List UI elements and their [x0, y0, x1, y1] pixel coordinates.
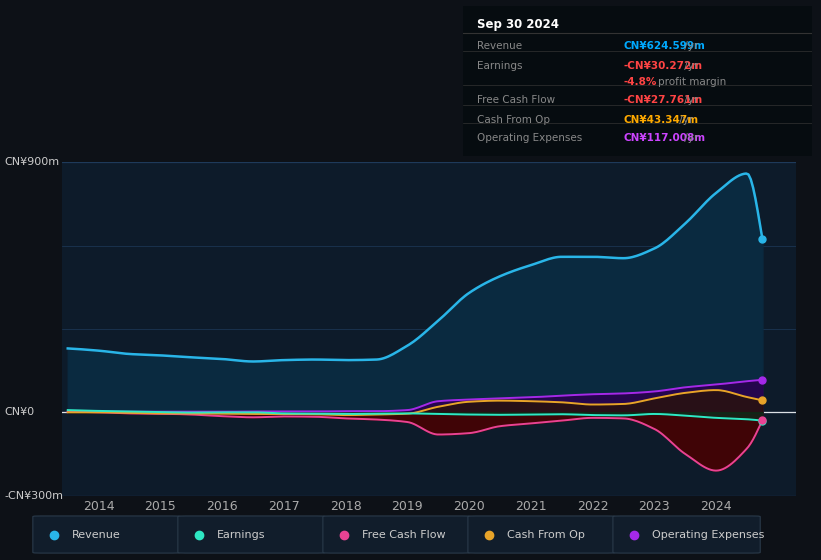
FancyBboxPatch shape: [468, 516, 615, 553]
Text: /yr: /yr: [681, 41, 699, 51]
FancyBboxPatch shape: [178, 516, 325, 553]
FancyBboxPatch shape: [33, 516, 180, 553]
Text: -CN¥300m: -CN¥300m: [4, 491, 63, 501]
Text: Earnings: Earnings: [477, 60, 522, 71]
Text: Revenue: Revenue: [477, 41, 522, 51]
Text: /yr: /yr: [676, 115, 693, 125]
Text: /yr: /yr: [681, 95, 699, 105]
Text: Cash From Op: Cash From Op: [507, 530, 585, 539]
Text: Free Cash Flow: Free Cash Flow: [477, 95, 555, 105]
Text: Cash From Op: Cash From Op: [477, 115, 550, 125]
Text: Earnings: Earnings: [217, 530, 266, 539]
Text: CN¥117.008m: CN¥117.008m: [624, 133, 706, 143]
Text: -4.8%: -4.8%: [624, 77, 657, 87]
Text: Revenue: Revenue: [72, 530, 121, 539]
Text: -CN¥27.761m: -CN¥27.761m: [624, 95, 703, 105]
Text: profit margin: profit margin: [658, 77, 727, 87]
Text: CN¥43.347m: CN¥43.347m: [624, 115, 699, 125]
Text: CN¥624.599m: CN¥624.599m: [624, 41, 705, 51]
Text: Operating Expenses: Operating Expenses: [652, 530, 764, 539]
FancyBboxPatch shape: [323, 516, 470, 553]
Text: Sep 30 2024: Sep 30 2024: [477, 17, 559, 31]
Text: /yr: /yr: [681, 133, 699, 143]
Text: /yr: /yr: [681, 60, 699, 71]
Text: Operating Expenses: Operating Expenses: [477, 133, 582, 143]
Text: CN¥900m: CN¥900m: [4, 157, 59, 167]
Text: Free Cash Flow: Free Cash Flow: [362, 530, 446, 539]
FancyBboxPatch shape: [613, 516, 760, 553]
Text: -CN¥30.272m: -CN¥30.272m: [624, 60, 703, 71]
Text: CN¥0: CN¥0: [4, 407, 34, 417]
